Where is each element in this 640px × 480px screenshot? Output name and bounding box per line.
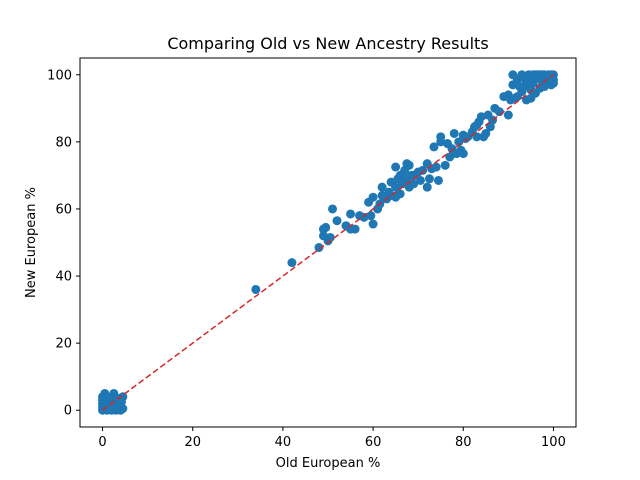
data-point: [325, 232, 335, 242]
data-point: [449, 128, 459, 138]
data-point: [445, 152, 455, 162]
data-point: [528, 70, 538, 80]
y-tick-label: 0: [64, 404, 72, 419]
data-point: [346, 209, 356, 219]
x-tick-label: 40: [275, 435, 292, 450]
data-point: [332, 216, 342, 226]
data-point: [251, 284, 261, 294]
data-point: [476, 112, 486, 122]
data-point: [481, 128, 491, 138]
data-point: [519, 82, 529, 92]
data-point: [287, 258, 297, 268]
data-point: [395, 189, 405, 199]
data-point: [321, 222, 331, 232]
y-tick-label: 60: [55, 202, 72, 217]
data-point: [314, 243, 324, 253]
data-point: [537, 70, 547, 80]
data-point: [431, 162, 441, 172]
data-point: [359, 212, 369, 222]
chart-title: Comparing Old vs New Ancestry Results: [167, 34, 488, 53]
y-axis-label: New European %: [24, 187, 39, 298]
data-point: [436, 132, 446, 142]
data-point: [368, 192, 378, 202]
data-point: [366, 211, 376, 221]
y-axis: 0 20 40 60 80 100: [47, 68, 80, 419]
x-tick-label: 60: [365, 435, 382, 450]
plot-area: [98, 70, 558, 415]
data-point: [415, 175, 425, 185]
data-point: [548, 78, 558, 88]
data-point: [112, 404, 122, 414]
x-tick-label: 20: [184, 435, 201, 450]
data-point: [418, 165, 428, 175]
x-tick-label: 0: [98, 435, 106, 450]
data-point: [494, 107, 504, 117]
y-tick-label: 20: [55, 337, 72, 352]
data-point: [458, 149, 468, 159]
y-tick-label: 80: [55, 135, 72, 150]
data-point: [429, 142, 439, 152]
data-point: [546, 70, 556, 80]
data-point: [368, 219, 378, 229]
data-point: [116, 397, 126, 407]
x-axis: 0 20 40 60 80 100: [98, 427, 566, 450]
data-point: [391, 182, 401, 192]
data-point: [503, 110, 513, 120]
data-point: [101, 391, 111, 401]
data-point: [433, 175, 443, 185]
data-point: [404, 160, 414, 170]
data-point: [440, 160, 450, 170]
data-point: [424, 174, 434, 184]
data-point: [472, 132, 482, 142]
plot-frame: [79, 57, 577, 428]
x-tick-label: 100: [541, 435, 566, 450]
y-tick-label: 40: [55, 270, 72, 285]
data-point: [391, 162, 401, 172]
data-point: [422, 182, 432, 192]
reference-line: [102, 74, 554, 411]
data-point: [409, 179, 419, 189]
data-point: [328, 204, 338, 214]
x-tick-label: 80: [455, 435, 472, 450]
y-tick-label: 100: [47, 68, 72, 83]
data-point: [350, 224, 360, 234]
data-point: [377, 182, 387, 192]
x-axis-label: Old European %: [276, 456, 381, 471]
